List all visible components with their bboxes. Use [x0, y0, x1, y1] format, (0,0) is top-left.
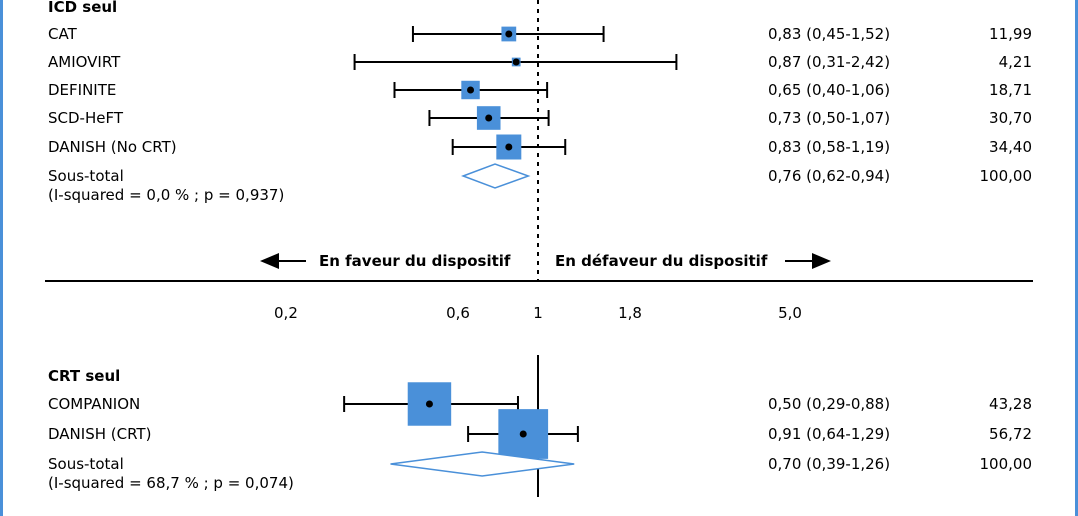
study-row: DANISH (CRT) 0,91 (0,64-1,29) 56,72: [48, 409, 1032, 459]
study-name: CAT: [48, 25, 78, 43]
point-estimate: [485, 114, 493, 122]
arrow-left-icon: [260, 253, 279, 269]
point-estimate: [519, 430, 527, 438]
weight-text: 43,28: [989, 395, 1032, 413]
weight-text: 30,70: [989, 109, 1032, 127]
ci-text: 0,87 (0,31-2,42): [768, 53, 890, 71]
study-row: AMIOVIRT 0,87 (0,31-2,42) 4,21: [48, 53, 1032, 71]
weight-text: 11,99: [989, 25, 1032, 43]
arrow-right-icon: [812, 253, 831, 269]
study-name: AMIOVIRT: [48, 53, 121, 71]
weight-text: 56,72: [989, 425, 1032, 443]
subtotal-diamond: [390, 451, 575, 477]
weight-text: 18,71: [989, 81, 1032, 99]
x-tick-label: 0,6: [446, 304, 470, 322]
study-name: DANISH (CRT): [48, 425, 151, 443]
subtotal-diamond: [461, 163, 531, 189]
group-title: CRT seul: [48, 367, 120, 385]
subtotal-row: Sous-total(I-squared = 68,7 % ; p = 0,07…: [48, 451, 1033, 492]
ci-text: 0,70 (0,39-1,26): [768, 455, 890, 473]
study-name: DANISH (No CRT): [48, 138, 177, 156]
subtotal-label: Sous-total: [48, 455, 124, 473]
x-tick-label: 0,2: [274, 304, 298, 322]
x-tick-label: 1: [533, 304, 543, 322]
study-name: SCD-HeFT: [48, 109, 124, 127]
ci-text: 0,76 (0,62-0,94): [768, 167, 890, 185]
favor-right: En défaveur du dispositif: [555, 252, 831, 270]
heterogeneity-text: (I-squared = 68,7 % ; p = 0,074): [48, 474, 294, 492]
ci-text: 0,91 (0,64-1,29): [768, 425, 890, 443]
weight-text: 100,00: [980, 455, 1033, 473]
ci-text: 0,73 (0,50-1,07): [768, 109, 890, 127]
weight-text: 100,00: [980, 167, 1033, 185]
heterogeneity-text: (I-squared = 0,0 % ; p = 0,937): [48, 186, 284, 204]
study-row: CAT 0,83 (0,45-1,52) 11,99: [48, 25, 1032, 43]
group-crt: CRT seul COMPANION 0,50 (0,29-0,88) 43,28D…: [48, 367, 1032, 492]
group-title: ICD seul: [48, 0, 117, 16]
point-estimate: [505, 143, 513, 151]
subtotal-label: Sous-total: [48, 167, 124, 185]
favor-right-label: En défaveur du dispositif: [555, 252, 768, 270]
study-row: DEFINITE 0,65 (0,40-1,06) 18,71: [48, 80, 1032, 100]
x-axis-ticks: 0,2 0,6 1 1,8 5,0: [274, 304, 802, 322]
ci-text: 0,50 (0,29-0,88): [768, 395, 890, 413]
study-name: COMPANION: [48, 395, 140, 413]
x-tick-label: 5,0: [778, 304, 802, 322]
ci-text: 0,83 (0,45-1,52): [768, 25, 890, 43]
study-row: DANISH (No CRT) 0,83 (0,58-1,19) 34,40: [48, 134, 1032, 160]
study-name: DEFINITE: [48, 81, 116, 99]
weight-text: 4,21: [999, 53, 1032, 71]
weight-text: 34,40: [989, 138, 1032, 156]
favor-left-label: En faveur du dispositif: [319, 252, 511, 270]
point-estimate: [505, 30, 513, 38]
favor-left: En faveur du dispositif: [260, 252, 511, 270]
ci-text: 0,65 (0,40-1,06): [768, 81, 890, 99]
group-icd: ICD seul CAT 0,83 (0,45-1,52) 11,99 AMIOVIR…: [48, 0, 1032, 204]
point-estimate: [512, 58, 520, 66]
point-estimate: [467, 86, 475, 94]
ci-text: 0,83 (0,58-1,19): [768, 138, 890, 156]
point-estimate: [425, 400, 433, 408]
study-row: COMPANION 0,50 (0,29-0,88) 43,28: [48, 382, 1032, 426]
subtotal-row: Sous-total(I-squared = 0,0 % ; p = 0,937…: [48, 163, 1033, 204]
x-tick-label: 1,8: [618, 304, 642, 322]
study-row: SCD-HeFT 0,73 (0,50-1,07) 30,70: [48, 106, 1032, 130]
